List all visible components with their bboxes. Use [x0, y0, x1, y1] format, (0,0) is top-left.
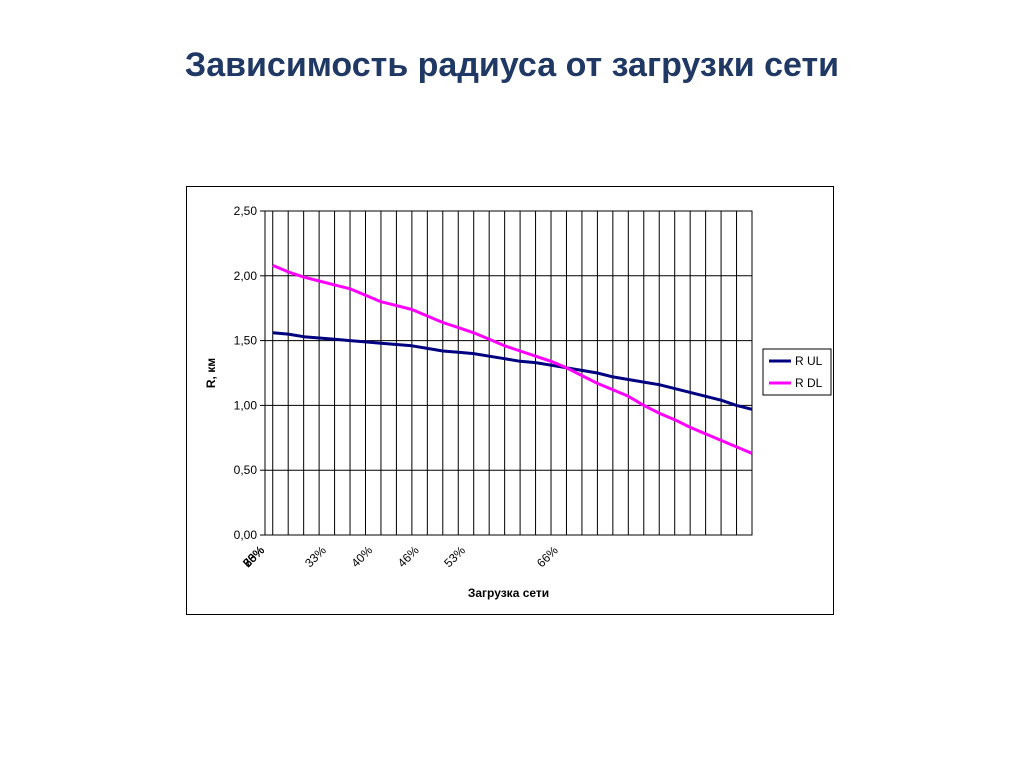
chart-frame: 0,00 0,50 1,00 1,50 2,00 2,50 25% 33% 40% 46% 53%… — [186, 186, 834, 615]
y-tick-label: 2,00 — [234, 269, 258, 283]
legend-label: R UL — [795, 354, 823, 368]
x-tick-label: 86% — [240, 543, 267, 570]
x-tick-label: 40% — [348, 543, 375, 570]
legend: R UL R DL — [762, 348, 832, 396]
y-tick-labels: 0,00 0,50 1,00 1,50 2,00 2,50 — [234, 204, 258, 542]
y-tick-label: 0,50 — [234, 463, 258, 477]
y-tick-label: 2,50 — [234, 204, 258, 218]
series-lines — [272, 264, 753, 455]
plot-border — [264, 210, 753, 536]
plot-area — [264, 210, 753, 536]
y-axis-title: R, км — [204, 358, 218, 388]
grid-lines — [260, 210, 752, 536]
legend-label: R DL — [795, 376, 823, 390]
x-tick-label: 46% — [395, 543, 422, 570]
y-tick-label: 0,00 — [234, 528, 258, 542]
series-line-r-dl — [272, 264, 753, 455]
x-tick-label: 53% — [441, 543, 468, 570]
x-tick-label: 66% — [534, 543, 561, 570]
y-tick-label: 1,00 — [234, 398, 258, 412]
x-axis-title: Загрузка сети — [468, 586, 549, 600]
legend-box — [762, 348, 832, 396]
y-tick-label: 1,50 — [234, 334, 258, 348]
slide-title: Зависимость радиуса от загрузки сети — [184, 46, 840, 84]
x-tick-label: 33% — [302, 543, 329, 570]
x-tick-labels: 25% 33% 40% 46% 53%60% 66%73%80%86% — [240, 543, 561, 570]
line-chart: 0,000,501,001,502,002,50 25% 33% 40% 46% 53%… — [204, 204, 832, 600]
series-line-r-ul — [272, 331, 753, 411]
